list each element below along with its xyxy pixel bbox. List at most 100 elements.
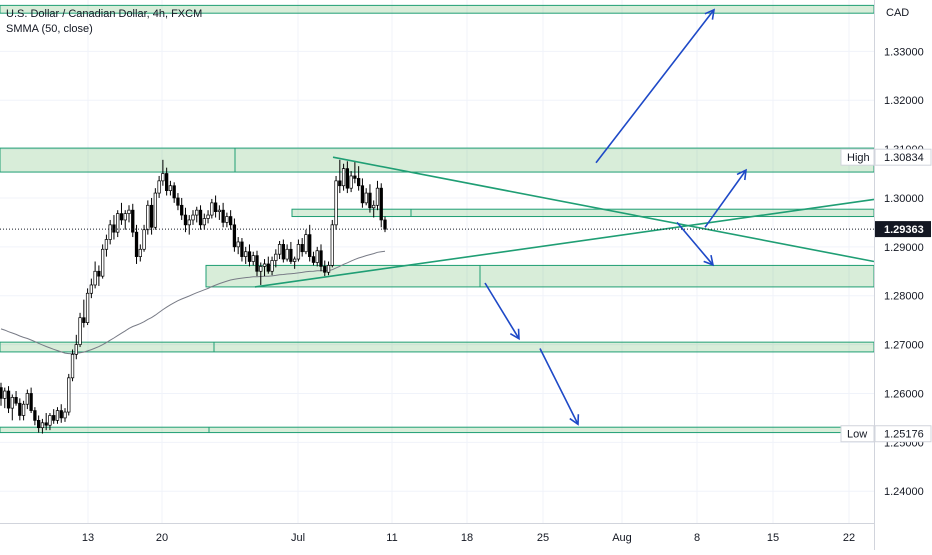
currency-label: CAD — [886, 7, 909, 19]
time-tick-label: 18 — [461, 532, 473, 544]
candle — [372, 200, 376, 218]
candle — [341, 163, 346, 191]
candle — [10, 394, 14, 421]
candle — [112, 215, 116, 240]
time-tick-label: 20 — [156, 532, 168, 544]
candle — [18, 398, 22, 421]
candle — [232, 218, 237, 252]
zone-rect[interactable] — [0, 426, 846, 434]
candle — [119, 202, 124, 225]
candle — [338, 159, 342, 194]
time-tick-label: 15 — [767, 532, 779, 544]
candle — [153, 188, 158, 230]
candle — [0, 382, 3, 406]
candle — [85, 288, 90, 326]
candle — [217, 205, 222, 220]
candle — [149, 197, 154, 235]
candle — [292, 256, 297, 269]
indicator-label: SMMA (50, close) — [6, 23, 93, 35]
candle — [315, 246, 319, 267]
projection-arrow[interactable] — [595, 8, 716, 164]
candle — [29, 387, 33, 414]
candle — [236, 237, 240, 255]
high-label: High — [840, 148, 875, 166]
candle — [74, 334, 78, 360]
candle — [134, 224, 139, 264]
low-label: Low — [840, 425, 875, 443]
candle — [255, 250, 259, 277]
candle — [349, 171, 353, 193]
candle — [97, 265, 101, 286]
zone-rect[interactable] — [0, 147, 875, 173]
svg-text:1.25176: 1.25176 — [884, 429, 924, 441]
high-value-badge: 1.30834 — [874, 148, 932, 166]
candle — [323, 260, 327, 277]
candle — [383, 216, 387, 233]
candle — [198, 205, 203, 230]
svg-text:1.30834: 1.30834 — [884, 152, 924, 164]
candle — [296, 239, 301, 262]
candle — [67, 373, 71, 416]
trendline[interactable] — [254, 198, 875, 288]
candle — [221, 202, 225, 228]
candle — [326, 261, 331, 276]
candle — [379, 183, 383, 228]
time-tick-label: Jul — [291, 532, 305, 544]
svg-text:1.29363: 1.29363 — [884, 224, 924, 236]
projection-arrow[interactable] — [539, 348, 580, 426]
candle — [44, 413, 48, 431]
candle — [311, 251, 316, 266]
candle — [138, 244, 142, 262]
candle — [191, 210, 195, 225]
time-tick-label: Aug — [612, 532, 632, 544]
candle — [172, 182, 176, 203]
zone-rect[interactable] — [0, 341, 875, 353]
candle — [33, 407, 37, 426]
price-tick-label: 1.32000 — [884, 95, 924, 107]
projection-arrow[interactable] — [676, 221, 715, 267]
candle — [93, 261, 97, 289]
price-tick-label: 1.27000 — [884, 340, 924, 352]
candle — [228, 210, 233, 230]
candle — [262, 259, 267, 277]
candle — [368, 184, 372, 213]
candle — [157, 175, 161, 198]
zone-rect[interactable] — [291, 208, 875, 218]
candle — [55, 407, 60, 424]
candle — [168, 180, 173, 196]
candle — [202, 213, 206, 230]
price-tick-label: 1.33000 — [884, 46, 924, 58]
candle — [266, 256, 270, 274]
candle — [334, 175, 338, 230]
candle — [70, 349, 75, 382]
chart-legend: U.S. Dollar / Canadian Dollar, 4h, FXCM … — [6, 7, 202, 37]
candle — [285, 244, 289, 262]
candle — [164, 167, 169, 196]
candle — [353, 161, 357, 184]
trendline[interactable] — [332, 156, 875, 263]
candle — [270, 256, 274, 276]
candle — [25, 389, 30, 410]
candle — [210, 198, 214, 219]
zone-rect[interactable] — [205, 264, 875, 288]
candle — [82, 299, 86, 328]
candle — [131, 203, 135, 238]
projection-arrows — [484, 8, 747, 426]
candle — [345, 161, 350, 194]
candle — [36, 415, 41, 433]
projection-arrow[interactable] — [484, 282, 520, 341]
price-tick-label: 1.28000 — [884, 291, 924, 303]
svg-text:High: High — [847, 152, 870, 164]
candle — [180, 197, 184, 220]
candle — [300, 238, 304, 257]
candle — [364, 188, 368, 206]
time-tick-label: 13 — [82, 532, 94, 544]
candle — [14, 391, 18, 406]
time-axis[interactable]: 13 20 Jul 11 18 25 Aug 8 15 22 — [0, 523, 874, 545]
candle — [277, 240, 282, 260]
projection-arrow[interactable] — [704, 168, 747, 228]
candle — [63, 408, 67, 422]
price-axis[interactable]: CAD 1.240001.250001.260001.270001.280001… — [840, 0, 932, 550]
